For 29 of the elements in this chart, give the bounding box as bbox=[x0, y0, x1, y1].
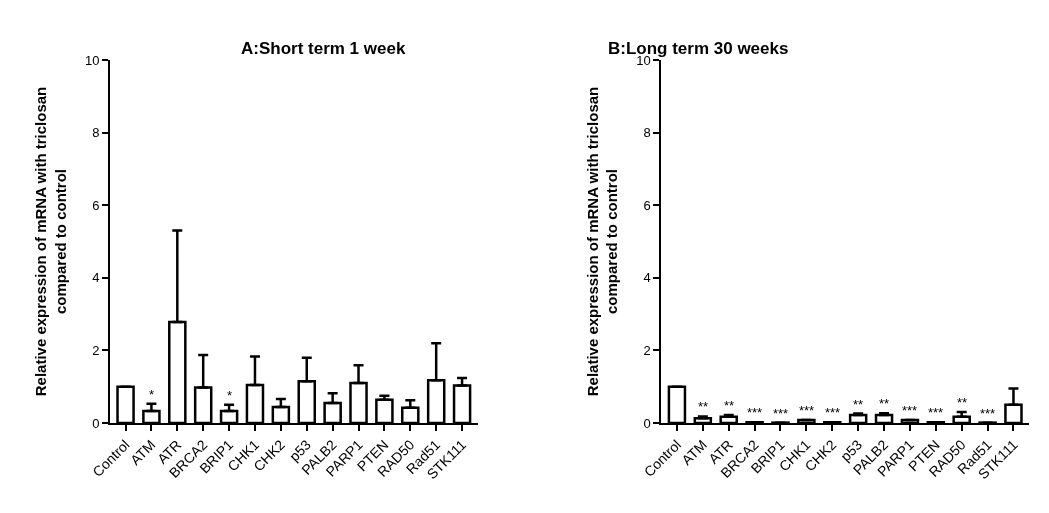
annotation: *** bbox=[747, 405, 763, 420]
annotation: ** bbox=[957, 395, 968, 410]
y-tick-label: 0 bbox=[643, 415, 651, 431]
y-tick-label: 6 bbox=[92, 197, 100, 213]
annotation: *** bbox=[773, 406, 789, 421]
annotation: *** bbox=[928, 405, 944, 420]
y-tick-label: 8 bbox=[643, 125, 651, 141]
annotation: *** bbox=[902, 403, 918, 418]
y-tick-label: 0 bbox=[92, 415, 100, 431]
y-tick-label: 8 bbox=[92, 125, 100, 141]
chart-title: A:Short term 1 week bbox=[241, 39, 406, 58]
annotation: * bbox=[149, 387, 155, 402]
annotation: ** bbox=[698, 399, 709, 414]
y-tick-label: 6 bbox=[643, 197, 651, 213]
y-tick-label: 2 bbox=[92, 342, 100, 358]
y-tick-label: 2 bbox=[643, 342, 651, 358]
annotation: *** bbox=[825, 405, 841, 420]
annotation: *** bbox=[980, 406, 996, 421]
annotation: ** bbox=[879, 396, 890, 411]
annotation: * bbox=[227, 388, 233, 403]
annotation: ** bbox=[853, 397, 864, 412]
annotation: *** bbox=[799, 403, 815, 418]
y-tick-label: 10 bbox=[84, 52, 100, 68]
y-axis-title: Relative expression of mRNA with triclosan compared to control bbox=[583, 86, 621, 397]
annotation: ** bbox=[724, 398, 735, 413]
y-tick-label: 4 bbox=[92, 270, 100, 286]
y-tick-label: 4 bbox=[643, 270, 651, 286]
chart-title: B:Long term 30 weeks bbox=[608, 39, 789, 58]
y-axis-title: Relative expression of mRNA with triclosan compared to control bbox=[32, 86, 69, 397]
